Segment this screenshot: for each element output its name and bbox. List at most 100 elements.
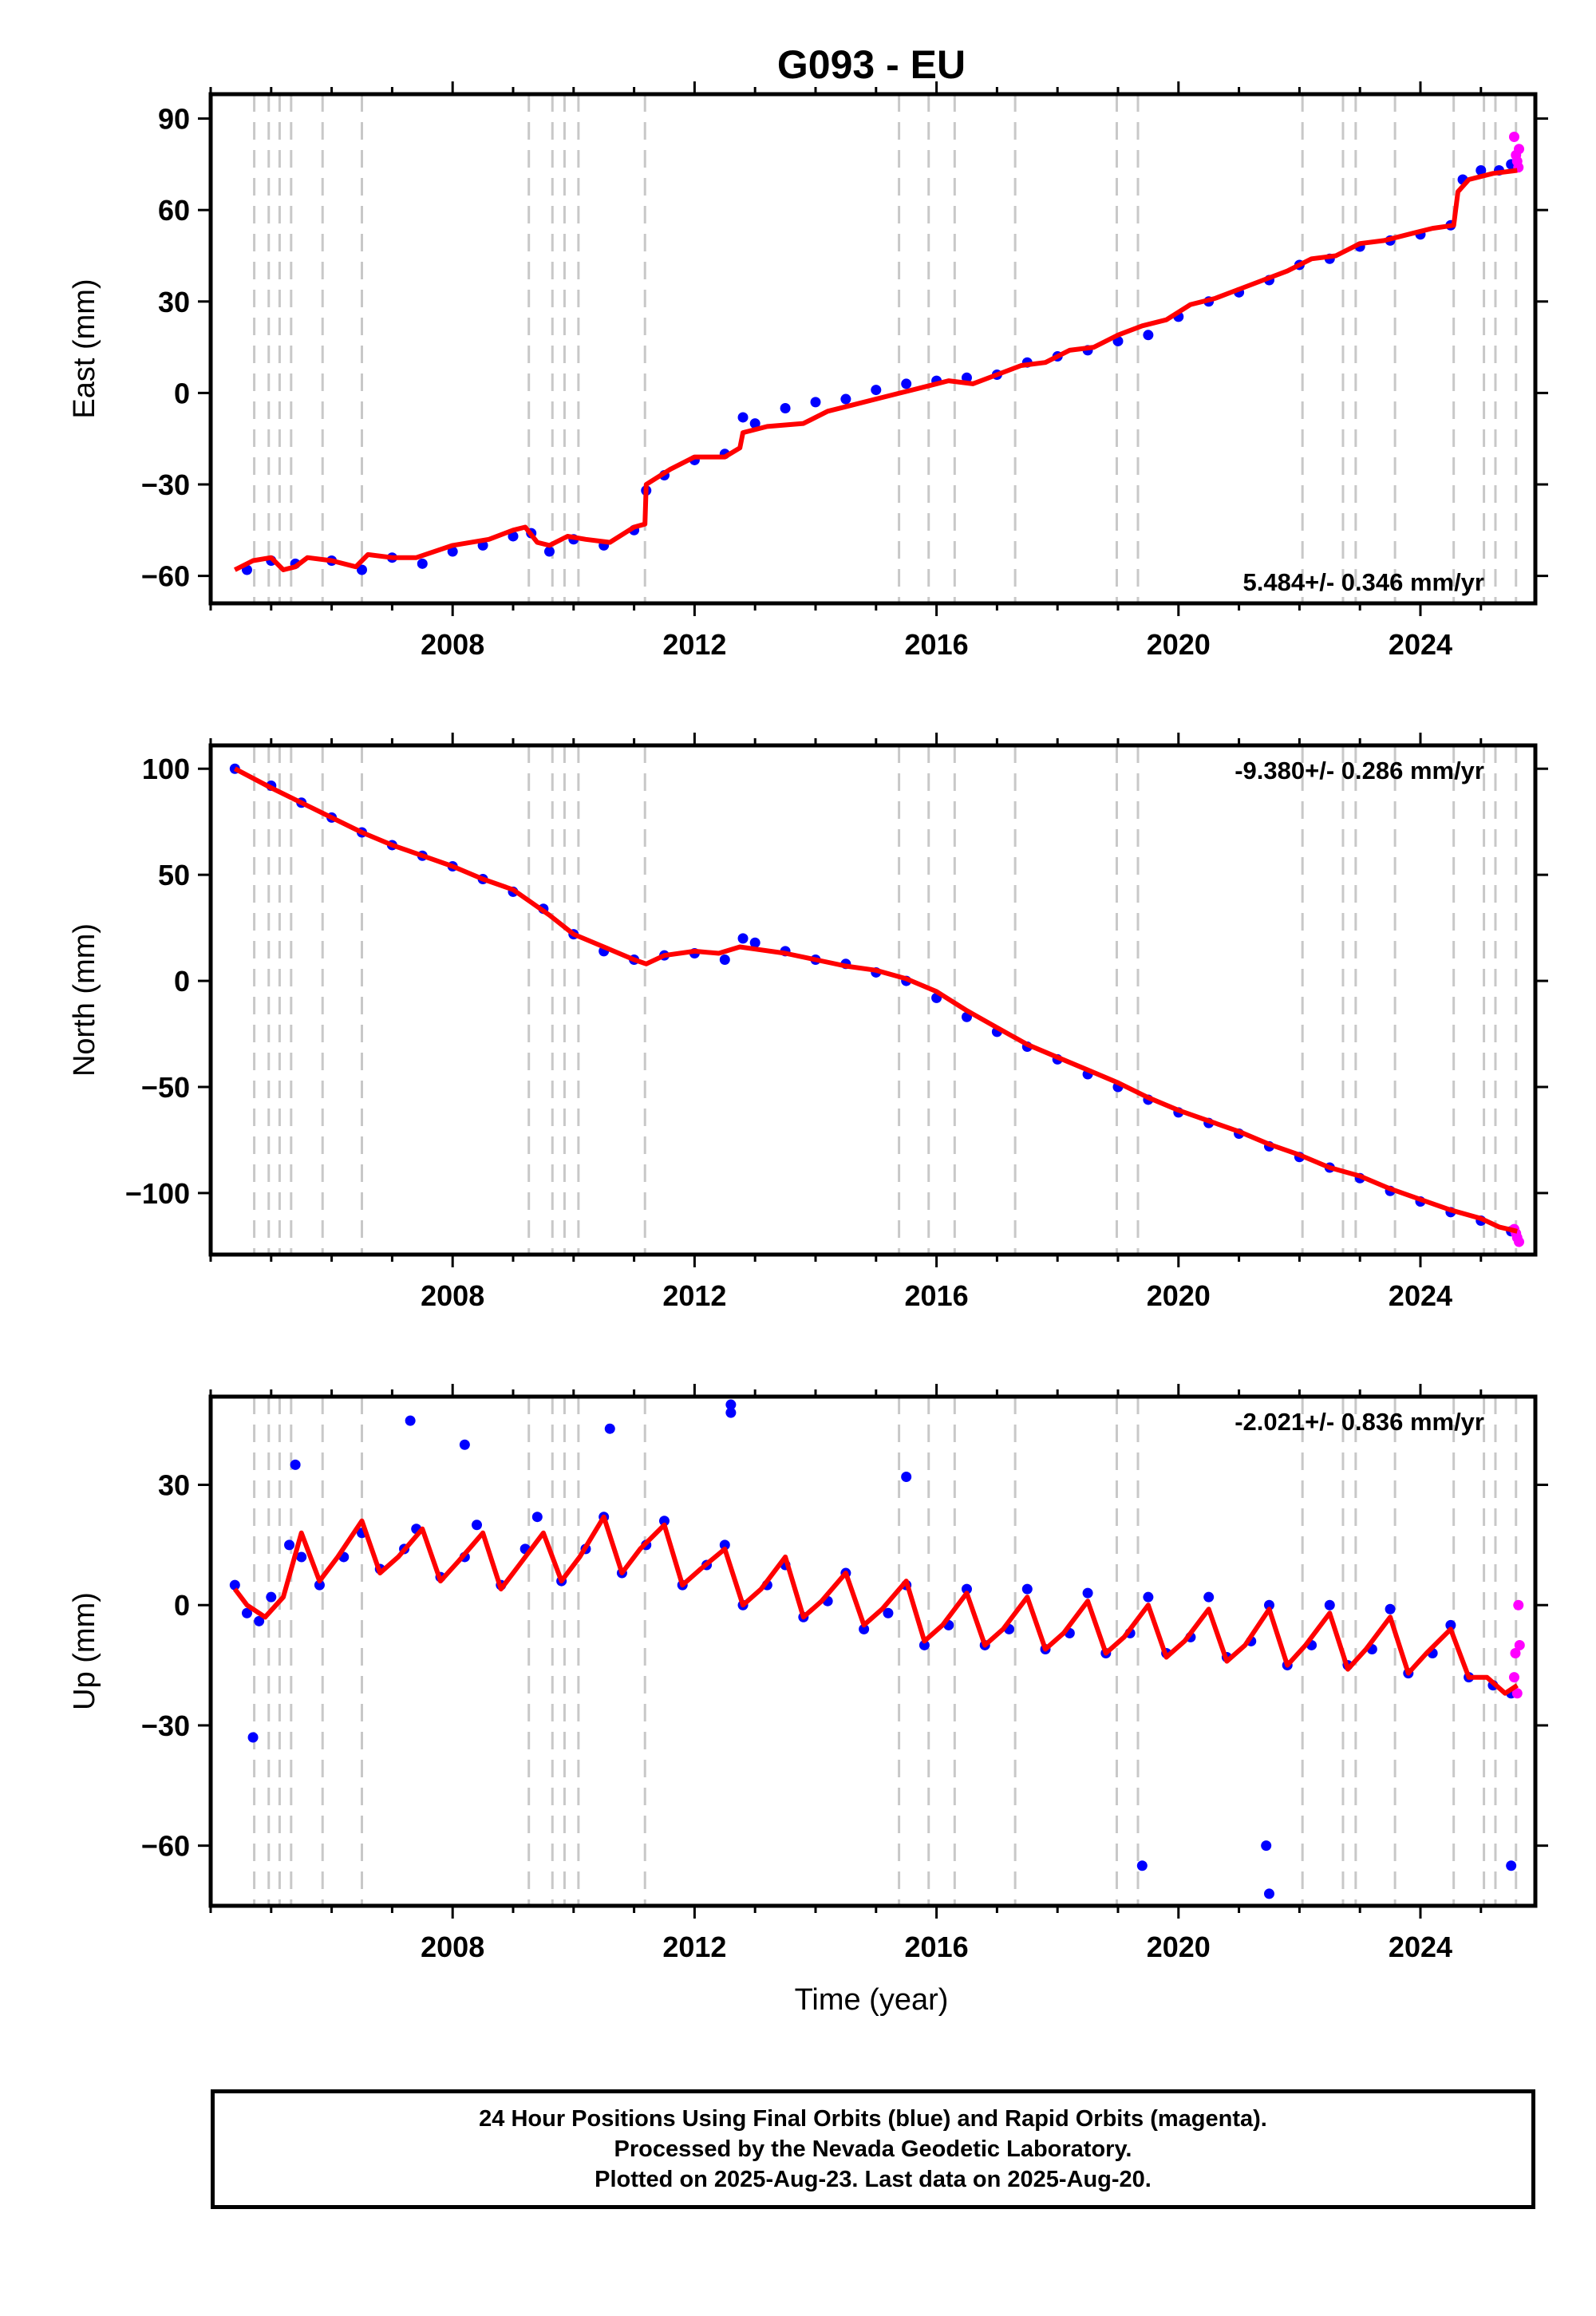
up-final-points (1261, 1840, 1272, 1852)
east-plot-area (233, 94, 1525, 603)
up-rapid-points (1511, 1688, 1523, 1699)
up-final-points (1136, 1860, 1148, 1871)
figure-title: G093 - EU (777, 42, 966, 87)
up-y-tick-label: 30 (158, 1469, 190, 1502)
east-final-points (749, 418, 760, 429)
east-y-axis-title: East (mm) (68, 279, 101, 418)
east-x-tick-label: 2012 (662, 628, 726, 661)
up-y-axis-title: Up (mm) (68, 1592, 101, 1710)
up-x-tick-label: 2012 (662, 1931, 726, 1963)
east-rate-label: 5.484+/- 0.346 mm/yr (1243, 568, 1484, 596)
up-rate-label: -2.021+/- 0.836 mm/yr (1235, 1408, 1484, 1436)
east-final-points (543, 546, 555, 557)
up-final-points (1263, 1599, 1274, 1611)
north-x-tick-label: 2008 (421, 1279, 484, 1312)
panels: 2008 2012 2016 2020 2024 90 60 30 0 −30 −60 East (m… (68, 81, 1548, 1963)
east-y-tick-label: 60 (158, 194, 190, 227)
panel-east: 2008 2012 2016 2020 2024 90 60 30 0 −30 −60 East (m… (68, 81, 1548, 661)
east-x-tick-label: 2008 (421, 628, 484, 661)
up-y-tick-label: 0 (174, 1589, 190, 1622)
north-x-tick-label: 2012 (662, 1279, 726, 1312)
up-final-points (604, 1423, 615, 1434)
up-final-points (1082, 1587, 1093, 1599)
east-final-points (810, 397, 821, 408)
up-final-points (883, 1607, 894, 1618)
up-final-points (254, 1615, 265, 1626)
east-y-tick-label: −30 (141, 468, 190, 501)
up-final-points (1445, 1619, 1456, 1630)
north-final-points (749, 937, 760, 948)
panel-up: 2008 2012 2016 2020 2024 30 0 −30 −60 Up (mm) -2.0… (68, 1384, 1548, 1963)
east-frame (208, 92, 1538, 606)
up-final-points (658, 1516, 670, 1527)
east-rapid-points (1508, 131, 1519, 142)
north-frame (208, 743, 1538, 1257)
up-final-points (719, 1539, 730, 1551)
up-final-points (901, 1471, 912, 1482)
up-frame (208, 1394, 1538, 1908)
east-x-tick-label: 2016 (905, 628, 969, 661)
north-model-line (233, 766, 1518, 1234)
up-rapid-points (1508, 1672, 1519, 1683)
caption-line-2: Processed by the Nevada Geodetic Laborat… (614, 2136, 1132, 2162)
north-rate-label: -9.380+/- 0.286 mm/yr (1235, 757, 1484, 785)
up-final-points (472, 1520, 483, 1531)
north-y-tick-label: 0 (174, 965, 190, 998)
east-final-points (1143, 330, 1154, 341)
east-model-line (233, 168, 1518, 572)
up-model-line (232, 1514, 1519, 1696)
up-final-points (266, 1591, 277, 1603)
north-y-tick-label: 50 (158, 859, 190, 891)
up-final-points (1143, 1591, 1154, 1603)
up-plot-area (229, 1397, 1525, 1906)
east-x-tick-label: 2024 (1389, 628, 1452, 661)
up-x-tick-label: 2016 (905, 1931, 969, 1963)
caption-line-1: 24 Hour Positions Using Final Orbits (bl… (479, 2106, 1267, 2132)
up-y-tick-label: −60 (141, 1830, 190, 1863)
up-rapid-points (1514, 1639, 1525, 1650)
north-x-tick-label: 2016 (905, 1279, 969, 1312)
east-final-points (737, 412, 749, 423)
north-x-tick-label: 2024 (1389, 1279, 1452, 1312)
up-final-points (725, 1399, 737, 1410)
up-final-points (290, 1459, 301, 1470)
east-rapid-points (1514, 144, 1525, 155)
up-final-points (1021, 1583, 1033, 1595)
north-y-tick-label: 100 (142, 753, 190, 785)
up-final-points (1263, 1888, 1274, 1899)
up-final-points (1385, 1603, 1396, 1614)
up-rapid-points (1510, 1648, 1521, 1659)
up-final-points (284, 1539, 295, 1551)
east-final-points (871, 385, 882, 396)
caption-box: 24 Hour Positions Using Final Orbits (bl… (211, 2089, 1535, 2209)
north-plot-area (229, 745, 1525, 1255)
up-x-tick-label: 2008 (421, 1931, 484, 1963)
up-final-points (241, 1607, 252, 1618)
north-y-tick-label: −100 (125, 1177, 190, 1210)
up-final-points (961, 1583, 972, 1595)
east-final-points (840, 393, 851, 405)
north-x-tick-label: 2020 (1147, 1279, 1211, 1312)
up-final-points (725, 1407, 737, 1418)
up-final-points (859, 1623, 870, 1634)
up-final-points (531, 1512, 543, 1523)
plot-canvas: G093 - EU 2008 2012 2016 2020 2024 90 60 30 0 −30… (68, 42, 1548, 2017)
north-final-points (719, 954, 730, 965)
north-y-tick-label: −50 (141, 1071, 190, 1104)
north-y-axis-title: North (mm) (68, 923, 101, 1077)
up-final-points (405, 1415, 416, 1426)
up-final-points (247, 1732, 259, 1743)
up-x-tick-label: 2024 (1389, 1931, 1452, 1963)
up-final-points (314, 1579, 325, 1591)
up-y-tick-label: −30 (141, 1709, 190, 1742)
east-final-points (780, 402, 791, 413)
caption-line-3: Plotted on 2025-Aug-23. Last data on 202… (595, 2167, 1152, 2192)
panel-north: 2008 2012 2016 2020 2024 100 50 0 −50 −100 North (… (68, 733, 1548, 1312)
x-axis-title: Time (year) (795, 1983, 949, 2017)
up-final-points (1506, 1860, 1517, 1871)
north-rapid-points (1514, 1236, 1525, 1247)
up-x-tick-label: 2020 (1147, 1931, 1211, 1963)
east-final-points (1476, 165, 1487, 176)
east-y-tick-label: −60 (141, 560, 190, 593)
